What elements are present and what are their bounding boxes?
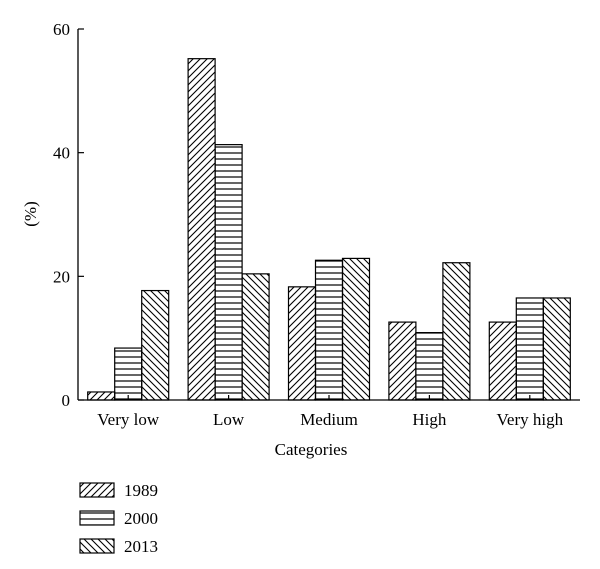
legend-swatch-2000 bbox=[79, 510, 115, 526]
x-axis: Very low Low Medium High Very high Categorie… bbox=[78, 395, 580, 459]
y-ticks: 0 20 40 60 bbox=[53, 20, 84, 410]
bar-1989-very-high bbox=[488, 321, 517, 401]
x-tick-label: Medium bbox=[300, 410, 358, 429]
legend-swatch-2013 bbox=[79, 538, 115, 554]
y-axis-title: (%) bbox=[21, 201, 40, 226]
bar-2013-very-high bbox=[542, 297, 571, 401]
bar-2013-medium bbox=[341, 257, 371, 401]
legend-label-2013: 2013 bbox=[124, 537, 158, 556]
y-tick-label: 20 bbox=[53, 267, 70, 286]
legend-swatch-1989 bbox=[79, 482, 115, 498]
x-tick-label: Very low bbox=[97, 410, 160, 429]
y-axis: 0 20 40 60 (%) bbox=[21, 20, 84, 410]
bar-1989-medium bbox=[287, 286, 317, 401]
x-axis-title: Categories bbox=[275, 440, 348, 459]
bar-2000-medium bbox=[314, 259, 344, 401]
y-tick-label: 40 bbox=[53, 144, 70, 163]
bar-1989-low bbox=[187, 58, 216, 401]
bars bbox=[87, 58, 571, 401]
x-ticks: Very low Low Medium High Very high bbox=[97, 395, 564, 429]
legend: 1989 2000 2013 bbox=[79, 481, 158, 556]
bar-2000-low bbox=[214, 144, 243, 401]
x-tick-label: Low bbox=[213, 410, 245, 429]
bar-1989-very-low bbox=[87, 391, 116, 401]
bar-2013-high bbox=[442, 262, 471, 401]
legend-label-1989: 1989 bbox=[124, 481, 158, 500]
bar-2000-high bbox=[415, 332, 444, 401]
bar-2000-very-high bbox=[515, 297, 544, 401]
x-tick-label: High bbox=[412, 410, 447, 429]
legend-label-2000: 2000 bbox=[124, 509, 158, 528]
y-tick-label: 0 bbox=[62, 391, 71, 410]
bar-2013-low bbox=[241, 273, 270, 401]
bar-2013-very-low bbox=[141, 289, 170, 401]
bar-1989-high bbox=[388, 321, 417, 401]
y-tick-label: 60 bbox=[53, 20, 70, 39]
x-tick-label: Very high bbox=[497, 410, 564, 429]
bar-2000-very-low bbox=[114, 347, 143, 401]
